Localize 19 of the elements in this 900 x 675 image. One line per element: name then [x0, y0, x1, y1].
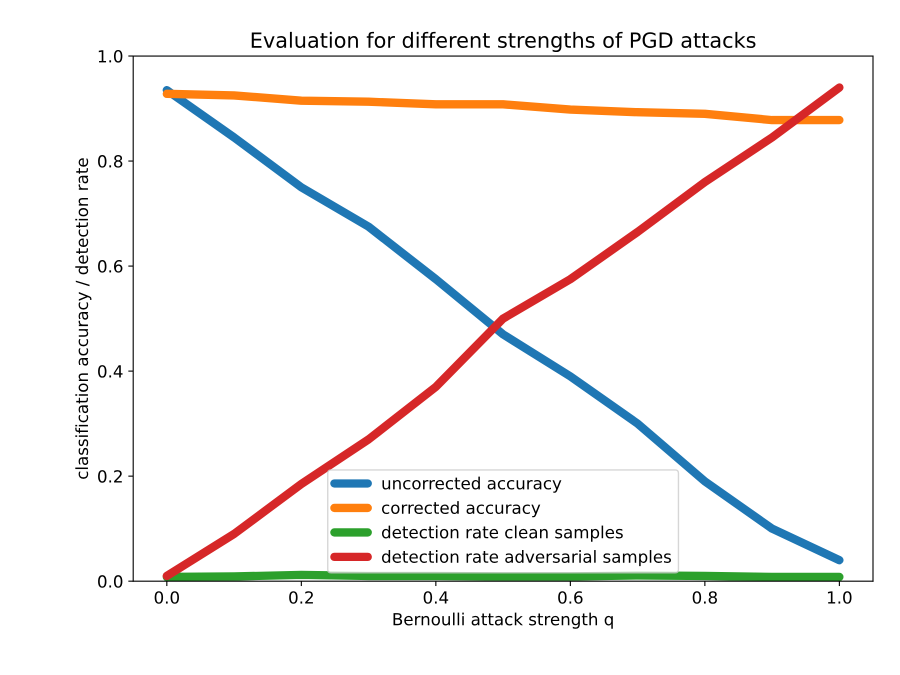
y-tick-label: 0.8	[98, 155, 122, 168]
legend-label: uncorrected accuracy	[382, 476, 562, 493]
legend-label: corrected accuracy	[382, 501, 540, 518]
y-tick-label: 0.0	[98, 575, 122, 588]
chart-title: Evaluation for different strengths of PGD attacks	[252, 32, 756, 52]
x-tick-label: 0.0	[154, 591, 179, 604]
x-tick-label: 0.6	[558, 591, 583, 604]
x-tick-label: 0.2	[289, 591, 313, 604]
y-tick-label: 0.4	[98, 365, 123, 378]
x-tick-label: 0.4	[424, 591, 448, 604]
y-tick-label: 0.6	[98, 260, 122, 273]
legend-label: detection rate adversarial samples	[382, 550, 671, 566]
x-tick-label: 0.8	[692, 591, 717, 604]
y-tick-label: 0.2	[98, 470, 122, 483]
legend-label: detection rate clean samples	[382, 526, 623, 542]
x-axis-title: Bernoulli attack strength q	[394, 612, 613, 629]
y-axis-title: classification accuracy / detection rate	[75, 158, 92, 479]
y-tick-label: 1.0	[98, 50, 122, 63]
x-tick-label: 1.0	[828, 591, 852, 604]
